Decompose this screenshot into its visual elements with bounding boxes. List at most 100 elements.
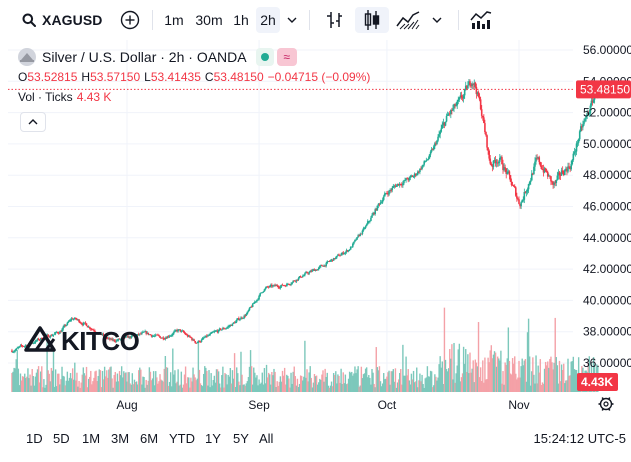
indicators-button[interactable]	[467, 7, 495, 33]
volume-bar	[521, 358, 523, 392]
candle-body	[39, 338, 42, 340]
candle-body	[488, 150, 490, 159]
delayed-data-icon[interactable]: ≈	[276, 48, 297, 66]
volume-bar	[490, 345, 493, 392]
volume-bar	[146, 384, 148, 392]
candle-body	[99, 332, 102, 334]
candle-body	[257, 299, 259, 301]
chart-type-dropdown-button[interactable]	[428, 7, 446, 33]
candle-body	[226, 327, 228, 329]
range-6m-button[interactable]: 6M	[140, 431, 159, 446]
symbol-search-button[interactable]: XAGUSD	[22, 7, 103, 33]
range-1y-button[interactable]: 1Y	[205, 431, 221, 446]
volume-bar	[428, 376, 431, 392]
volume-bar	[557, 383, 560, 392]
volume-bar	[519, 377, 521, 392]
volume-bar	[27, 368, 29, 392]
candle-body	[160, 337, 162, 339]
candle-body	[541, 168, 544, 170]
candle-body	[280, 284, 283, 287]
candle-body	[324, 265, 326, 267]
volume-bar	[489, 350, 491, 392]
volume-bar	[327, 385, 330, 392]
candle-body	[340, 254, 342, 256]
volume-bar	[247, 376, 250, 392]
candle-body	[298, 276, 301, 279]
interval-30m-button[interactable]: 30m	[195, 12, 223, 28]
volume-bar	[180, 371, 183, 392]
volume-bar	[258, 379, 260, 392]
volume-bar	[403, 375, 405, 392]
range-3m-button[interactable]: 3M	[111, 431, 130, 446]
ohlc-bars-icon	[327, 12, 342, 28]
volume-bar	[99, 370, 102, 392]
candle-body	[375, 209, 378, 211]
candle-body	[77, 319, 79, 321]
candle-body	[164, 338, 167, 340]
volume-bar	[181, 387, 184, 392]
interval-2h-button[interactable]: 2h	[256, 7, 280, 33]
candle-body	[383, 193, 386, 197]
candle-body	[503, 167, 505, 171]
interval-dropdown-button[interactable]	[283, 7, 301, 33]
volume-bar	[440, 367, 442, 392]
candle-body	[496, 162, 499, 164]
candle-body	[291, 282, 293, 285]
current-price-badge	[576, 80, 631, 99]
price-chart[interactable]: 56.0000054.0000052.0000050.0000048.00000…	[0, 40, 631, 420]
candle-body	[304, 273, 306, 276]
volume-bar	[277, 385, 279, 392]
candle-body	[277, 286, 280, 288]
volume-bar	[210, 373, 212, 392]
candle-body	[429, 151, 432, 155]
volume-bar	[188, 377, 190, 392]
volume-bar	[503, 384, 505, 392]
range-all-button[interactable]: All	[259, 431, 274, 446]
volume-bar	[378, 366, 381, 392]
candle-body	[150, 334, 153, 337]
candle-body	[536, 157, 538, 159]
candle-body	[583, 121, 585, 125]
volume-bar	[266, 377, 269, 392]
bar-chart-type-button[interactable]	[321, 7, 349, 33]
candle-body	[131, 335, 134, 337]
area-chart-type-button[interactable]	[394, 7, 422, 33]
high-label: H	[81, 70, 91, 84]
volume-bar	[168, 381, 171, 392]
candle-body	[149, 334, 152, 336]
interval-1h-button[interactable]: 1h	[233, 12, 249, 28]
candle-body	[34, 340, 37, 343]
volume-bar	[33, 385, 36, 392]
top-toolbar: XAGUSD 1m 30m 1h 2h	[0, 0, 631, 40]
range-5y-button[interactable]: 5Y	[233, 431, 249, 446]
candle-chart-type-button[interactable]	[355, 7, 389, 33]
compare-symbol-button[interactable]	[117, 7, 143, 33]
candle-body	[274, 284, 276, 286]
market-open-status-icon[interactable]	[255, 48, 274, 66]
candle-body	[590, 100, 593, 106]
kitco-logo: KITCO	[24, 326, 140, 356]
volume-bar	[46, 334, 48, 392]
volume-bar	[552, 369, 554, 392]
clock-timezone[interactable]: 15:24:12 UTC-5	[533, 431, 627, 446]
range-1d-button[interactable]: 1D	[26, 431, 43, 446]
candle-body	[114, 340, 117, 342]
volume-bar	[86, 387, 89, 392]
volume-bar	[114, 371, 116, 392]
range-5d-button[interactable]: 5D	[53, 431, 70, 446]
range-1m-button[interactable]: 1M	[82, 431, 101, 446]
volume-bar	[444, 359, 447, 392]
collapse-legend-button[interactable]	[20, 112, 46, 132]
candle-body	[75, 317, 77, 319]
candle-body	[271, 284, 273, 287]
volume-bar	[502, 371, 504, 392]
candle-body	[62, 327, 64, 330]
candle-body	[83, 322, 86, 324]
volume-bar	[321, 374, 323, 392]
volume-bar	[414, 381, 417, 392]
candle-body	[523, 191, 526, 200]
interval-1m-button[interactable]: 1m	[164, 12, 184, 28]
volume-bar	[96, 381, 98, 392]
range-ytd-button[interactable]: YTD	[169, 431, 195, 446]
volume-bar	[272, 375, 274, 392]
